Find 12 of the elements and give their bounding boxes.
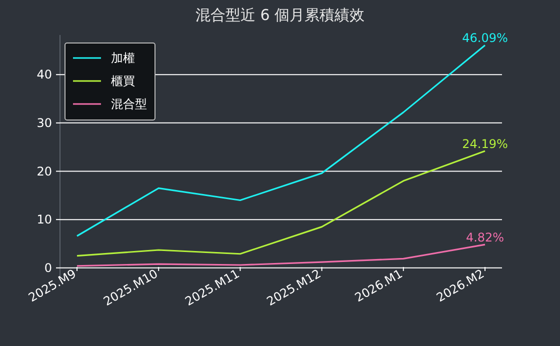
legend-label: 加權 xyxy=(111,51,135,65)
chart-title: 混合型近 6 個月累積績效 xyxy=(195,6,365,24)
legend-label: 櫃買 xyxy=(111,74,135,88)
y-tick-label: 10 xyxy=(36,212,52,227)
data-label: 4.82% xyxy=(466,230,504,245)
y-tick-label: 20 xyxy=(36,164,52,178)
y-tick-label: 40 xyxy=(36,68,52,82)
line-series xyxy=(76,244,486,267)
data-label: 24.19% xyxy=(462,137,508,152)
y-tick-label: 30 xyxy=(36,116,52,130)
data-label: 46.09% xyxy=(462,31,508,46)
legend-label: 混合型 xyxy=(111,97,147,111)
